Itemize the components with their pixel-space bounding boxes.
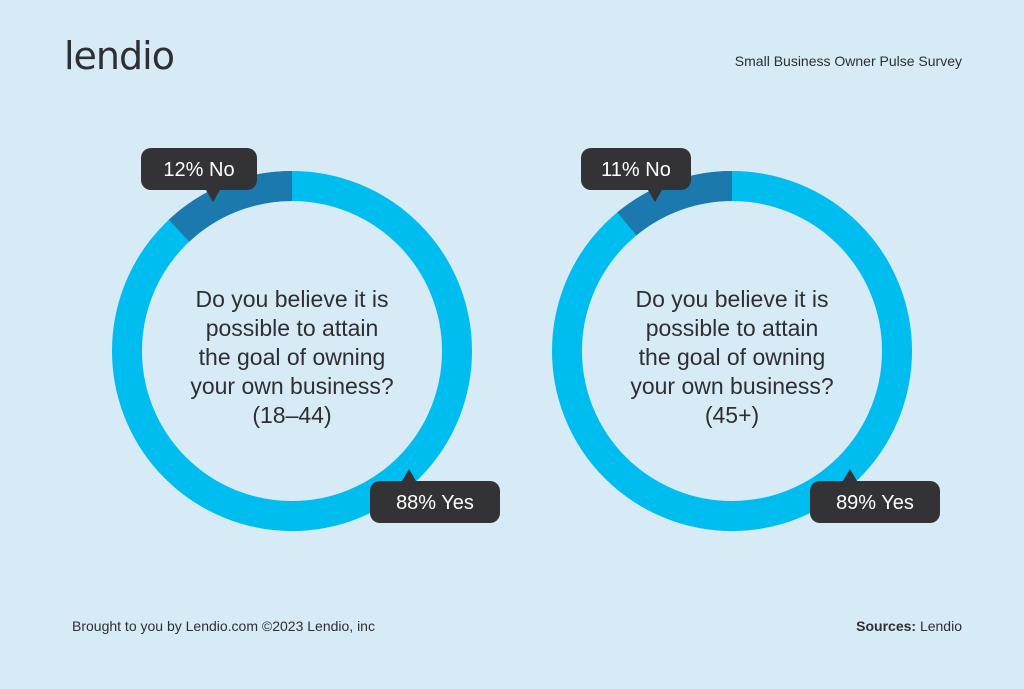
question-line: possible to attain	[206, 315, 379, 341]
donut-2-no-label-pointer	[648, 190, 662, 202]
donut-1-no-slice	[168, 171, 293, 242]
donut-1-no-label-text: 12% No	[163, 159, 234, 181]
donut-1-no-label: 12% No	[141, 148, 257, 202]
donut-1-yes-label: 88% Yes	[370, 469, 500, 523]
question-line: (18–44)	[252, 402, 331, 428]
question-line: the goal of owning	[199, 344, 386, 370]
donut-2-no-label: 11% No	[581, 148, 691, 202]
sources-label: Sources:	[856, 618, 917, 634]
survey-title: Small Business Owner Pulse Survey	[734, 53, 962, 69]
sources-value: Lendio	[919, 618, 962, 634]
donut-1-no-label-box	[141, 148, 257, 190]
question-line: Do you believe it is	[635, 286, 828, 312]
question-line: possible to attain	[646, 315, 819, 341]
donut-1-yes-label-box	[370, 481, 500, 523]
footer-credit: Brought to you by Lendio.com ©2023 Lendi…	[72, 618, 375, 634]
donut-2-yes-label-pointer	[843, 469, 857, 481]
donut-1-yes-label-pointer	[402, 469, 416, 481]
donut-2-question: Do you believe it is possible to attain th…	[630, 286, 833, 428]
question-line: your own business?	[190, 373, 393, 399]
donut-1-no-label-pointer	[206, 190, 220, 202]
donut-2-yes-label-box	[810, 481, 940, 523]
question-line: Do you believe it is	[195, 286, 388, 312]
question-line: your own business?	[630, 373, 833, 399]
donut-2-yes-label: 89% Yes	[810, 469, 940, 523]
donut-1-yes-label-text: 88% Yes	[396, 492, 474, 514]
footer-sources: Sources: Lendio	[856, 618, 962, 634]
donut-2-yes-label-text: 89% Yes	[836, 492, 914, 514]
donut-2-no-label-box	[581, 148, 691, 190]
donut-1-question: Do you believe it is possible to attain th…	[190, 286, 393, 428]
donut-2-no-slice	[617, 171, 733, 236]
donut-2-no-label-text: 11% No	[601, 159, 671, 181]
question-line: (45+)	[705, 402, 759, 428]
question-line: the goal of owning	[639, 344, 826, 370]
lendio-logo: lendio	[64, 34, 175, 78]
